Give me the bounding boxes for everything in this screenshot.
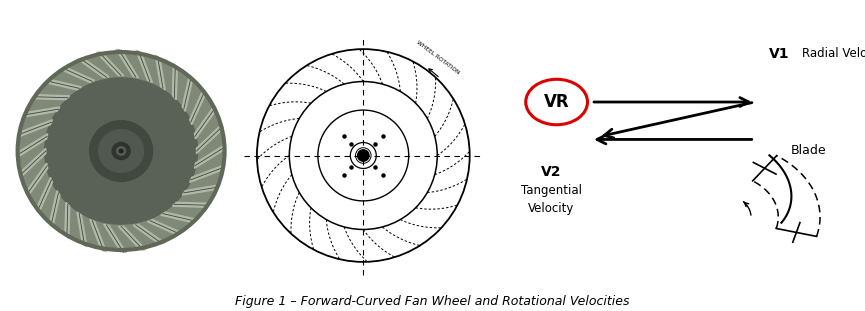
Ellipse shape xyxy=(17,143,225,177)
Ellipse shape xyxy=(112,142,130,160)
Polygon shape xyxy=(156,55,165,90)
Text: Radial Velocity: Radial Velocity xyxy=(802,47,865,60)
Polygon shape xyxy=(46,80,81,90)
Polygon shape xyxy=(28,163,48,195)
Text: V2: V2 xyxy=(541,165,561,179)
Polygon shape xyxy=(189,91,205,125)
Polygon shape xyxy=(25,107,60,117)
Text: V1: V1 xyxy=(769,47,790,61)
Polygon shape xyxy=(172,202,208,207)
Text: Blade: Blade xyxy=(791,144,827,157)
Circle shape xyxy=(357,150,369,161)
Polygon shape xyxy=(90,220,106,252)
Polygon shape xyxy=(133,224,164,244)
Ellipse shape xyxy=(20,54,222,248)
Polygon shape xyxy=(37,177,53,211)
Text: Figure 1 – Forward-Curved Fan Wheel and Rotational Velocities: Figure 1 – Forward-Curved Fan Wheel and … xyxy=(235,295,630,308)
Text: WHEEL ROTATION: WHEEL ROTATION xyxy=(415,39,460,75)
Ellipse shape xyxy=(90,121,152,181)
Text: Tangential: Tangential xyxy=(521,184,581,197)
Polygon shape xyxy=(61,67,95,82)
Polygon shape xyxy=(147,220,182,235)
Polygon shape xyxy=(183,76,193,111)
Polygon shape xyxy=(183,185,217,195)
Polygon shape xyxy=(20,134,48,156)
Polygon shape xyxy=(65,202,70,238)
Text: Velocity: Velocity xyxy=(528,202,574,216)
Polygon shape xyxy=(172,64,177,100)
Ellipse shape xyxy=(45,78,197,224)
Polygon shape xyxy=(34,95,70,100)
Ellipse shape xyxy=(99,130,144,172)
Polygon shape xyxy=(49,191,60,226)
Polygon shape xyxy=(119,226,146,250)
Polygon shape xyxy=(96,52,124,76)
Polygon shape xyxy=(77,212,86,247)
Polygon shape xyxy=(21,120,53,136)
Polygon shape xyxy=(104,224,126,253)
Polygon shape xyxy=(22,148,46,176)
Polygon shape xyxy=(136,50,152,82)
Polygon shape xyxy=(116,49,138,78)
Polygon shape xyxy=(196,126,220,154)
Ellipse shape xyxy=(119,149,123,153)
Polygon shape xyxy=(195,108,215,139)
Polygon shape xyxy=(78,58,109,78)
Ellipse shape xyxy=(117,147,125,155)
Text: VR: VR xyxy=(544,93,569,111)
Polygon shape xyxy=(189,166,221,182)
Polygon shape xyxy=(161,212,196,222)
Polygon shape xyxy=(195,146,222,168)
